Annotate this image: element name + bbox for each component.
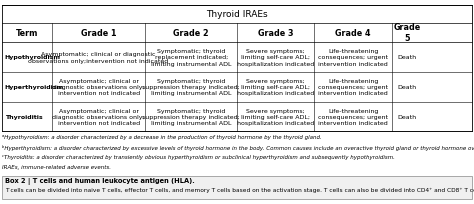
Text: Grade
5: Grade 5 — [393, 23, 421, 43]
Text: ᵃHypothyroidism: a disorder characterized by a decrease in the production of thy: ᵃHypothyroidism: a disorder characterize… — [2, 135, 322, 140]
Text: Asymptomatic; clinical or diagnostic
observations only;intervention not indicate: Asymptomatic; clinical or diagnostic obs… — [28, 52, 169, 63]
Text: Grade 4: Grade 4 — [336, 29, 371, 38]
Text: Hypothyroidism: Hypothyroidism — [5, 55, 61, 60]
Text: Symptomatic; thyroid
suppression therapy indicated;
limiting instrumental ADL: Symptomatic; thyroid suppression therapy… — [142, 108, 240, 125]
Text: Grade 2: Grade 2 — [173, 29, 209, 38]
Text: Box 2 | T cells and human leukocyte antigen (HLA).: Box 2 | T cells and human leukocyte anti… — [5, 177, 194, 184]
Text: Symptomatic; thyroid
suppression therapy indicated;
limiting instrumental ADL: Symptomatic; thyroid suppression therapy… — [142, 79, 240, 96]
Text: Life-threatening
consequences; urgent
intervention indicated: Life-threatening consequences; urgent in… — [318, 79, 388, 96]
Text: Death: Death — [398, 55, 417, 60]
Text: Death: Death — [398, 85, 417, 90]
Text: Grade 1: Grade 1 — [81, 29, 116, 38]
Text: IRAEs, immune-related adverse events.: IRAEs, immune-related adverse events. — [2, 164, 111, 169]
Text: Thyroiditis: Thyroiditis — [5, 114, 42, 119]
Bar — [2, 176, 472, 199]
Text: Death: Death — [398, 114, 417, 119]
Text: Term: Term — [16, 29, 38, 38]
Text: Asymptomatic; clinical or
diagnostic observations only;
intervention not indicat: Asymptomatic; clinical or diagnostic obs… — [52, 79, 145, 96]
Text: Symptomatic; thyroid
replacement indicated;
limiting instrumental ADL: Symptomatic; thyroid replacement indicat… — [151, 49, 231, 66]
Text: Hyperthyroidism: Hyperthyroidism — [5, 85, 64, 90]
Text: ᶜThyroiditis: a disorder characterized by transiently obvious hyperthyroidism or: ᶜThyroiditis: a disorder characterized b… — [2, 154, 395, 159]
Text: Severe symptoms;
limiting self-care ADL;
hospitalization indicated: Severe symptoms; limiting self-care ADL;… — [237, 108, 314, 125]
Text: Life-threatening
consequences; urgent
intervention indicated: Life-threatening consequences; urgent in… — [318, 108, 388, 125]
Text: Severe symptoms;
limiting self-care ADL;
hospitalization indicated: Severe symptoms; limiting self-care ADL;… — [237, 79, 314, 96]
Text: Thyroid IRAEs: Thyroid IRAEs — [206, 10, 268, 19]
Text: ᵇHyperthyroidism: a disorder characterized by excessive levels of thyroid hormon: ᵇHyperthyroidism: a disorder characteriz… — [2, 144, 474, 150]
Text: Severe symptoms;
limiting self-care ADL;
hospitalization indicated: Severe symptoms; limiting self-care ADL;… — [237, 49, 314, 66]
Text: Grade 3: Grade 3 — [258, 29, 293, 38]
Text: Asymptomatic; clinical or
diagnostic observations only;
intervention not indicat: Asymptomatic; clinical or diagnostic obs… — [52, 108, 145, 125]
Text: Life-threatening
consequences; urgent
intervention indicated: Life-threatening consequences; urgent in… — [318, 49, 388, 66]
Text: T cells can be divided into naive T cells, effector T cells, and memory T cells : T cells can be divided into naive T cell… — [5, 187, 474, 192]
